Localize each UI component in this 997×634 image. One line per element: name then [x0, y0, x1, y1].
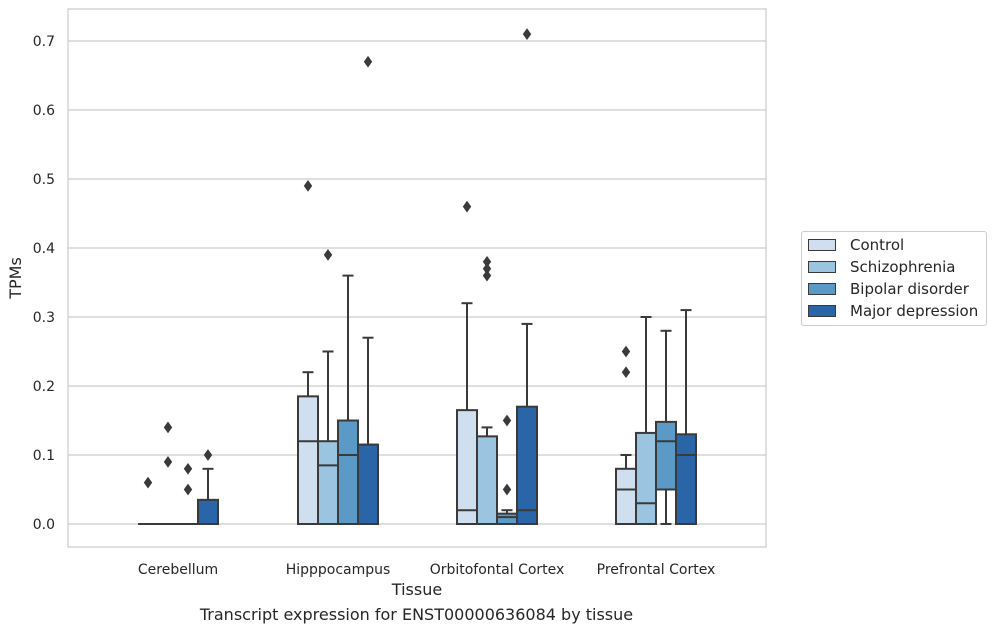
box-body: [675, 433, 697, 525]
outlier-point: [323, 249, 333, 261]
outlier-point: [363, 55, 373, 68]
outlier-point: [502, 483, 512, 496]
x-tick-label-prefrontal-cortex: Prefrontal Cortex: [597, 562, 716, 578]
y-tick-label: 0.5: [33, 172, 55, 188]
box-body: [357, 443, 379, 525]
legend: Control Schizophrenia Bipolar disorder M…: [801, 231, 987, 326]
box-control-cerebellum: [138, 476, 158, 525]
y-tick-label: 0.0: [33, 517, 55, 533]
x-tick-label-cerebellum: Cerebellum: [138, 562, 218, 578]
legend-label-bipolar-disorder: Bipolar disorder: [850, 280, 969, 298]
x-axis-label: Tissue: [391, 580, 442, 599]
box-bipolar-disorder-prefrontal-cortex: [655, 329, 677, 525]
box-body: [337, 419, 359, 525]
box-schizophrenia-cerebellum: [158, 421, 178, 525]
box-series: [138, 28, 697, 526]
box-body: [317, 440, 339, 526]
outlier-point: [163, 421, 173, 434]
outlier-point: [482, 269, 492, 282]
x-tick-label-orbitofontal-cortex: Orbitofontal Cortex: [430, 562, 565, 578]
box-body: [297, 395, 319, 526]
outlier-point: [183, 483, 193, 496]
box-major-depression-orbitofontal-cortex: [516, 28, 538, 526]
legend-item-major-depression: Major depression: [808, 302, 978, 320]
box-body: [476, 435, 498, 525]
outlier-point: [482, 255, 492, 268]
outlier-point: [502, 414, 512, 427]
legend-label-major-depression: Major depression: [850, 302, 979, 320]
outlier-point: [621, 366, 631, 379]
legend-item-bipolar-disorder: Bipolar disorder: [808, 280, 969, 298]
box-bipolar-disorder-cerebellum: [178, 462, 198, 525]
box-major-depression-prefrontal-cortex: [675, 309, 697, 525]
box-body: [516, 405, 538, 526]
axis-ticks: 0.0 0.1 0.2 0.3 0.4 0.5 0.6 0.7 Cerebellum Hipppo…: [33, 34, 716, 578]
chart-caption: Transcript expression for ENST0000063608…: [199, 605, 634, 624]
outlier-point: [522, 28, 532, 40]
outlier-point: [482, 262, 492, 275]
legend-item-control: Control: [808, 236, 904, 254]
y-tick-label: 0.6: [33, 103, 55, 119]
y-tick-label: 0.4: [33, 241, 55, 257]
box-body: [496, 512, 518, 526]
box-body: [197, 498, 219, 526]
legend-swatch-major-depression: [808, 305, 836, 317]
box-body: [615, 467, 637, 525]
box-control-orbitofontal-cortex: [456, 200, 478, 525]
y-tick-label: 0.1: [33, 448, 55, 464]
grid-lines: [68, 40, 766, 525]
box-major-depression-cerebellum: [197, 449, 219, 526]
box-bipolar-disorder-hipppocampus: [337, 274, 359, 525]
legend-swatch-schizophrenia: [808, 261, 836, 273]
y-tick-label: 0.2: [33, 379, 55, 395]
legend-swatch-control: [808, 239, 836, 251]
box-schizophrenia-prefrontal-cortex: [635, 316, 657, 526]
outlier-point: [621, 345, 631, 358]
box-bipolar-disorder-orbitofontal-cortex: [496, 414, 518, 526]
outlier-point: [163, 456, 173, 468]
box-control-prefrontal-cortex: [615, 345, 637, 525]
outlier-point: [143, 476, 153, 489]
box-body: [655, 420, 677, 491]
plot-frame: [67, 8, 767, 548]
box-body: [456, 409, 478, 525]
legend-label-schizophrenia: Schizophrenia: [850, 258, 956, 276]
legend-swatch-bipolar-disorder: [808, 283, 836, 295]
y-tick-label: 0.7: [33, 34, 55, 50]
box-major-depression-hipppocampus: [357, 55, 379, 525]
outlier-point: [462, 200, 472, 213]
outlier-point: [203, 449, 213, 461]
legend-label-control: Control: [850, 236, 905, 254]
box-control-hipppocampus: [297, 180, 319, 526]
y-axis-label: TPMs: [6, 257, 25, 300]
outlier-point: [183, 462, 193, 475]
x-tick-label-hipppocampus: Hipppocampus: [286, 562, 391, 578]
box-schizophrenia-hipppocampus: [317, 249, 339, 526]
box-schizophrenia-orbitofontal-cortex: [476, 255, 498, 525]
outlier-point: [303, 180, 313, 192]
y-tick-label: 0.3: [33, 310, 55, 326]
box-body: [635, 431, 657, 526]
legend-item-schizophrenia: Schizophrenia: [808, 258, 955, 276]
